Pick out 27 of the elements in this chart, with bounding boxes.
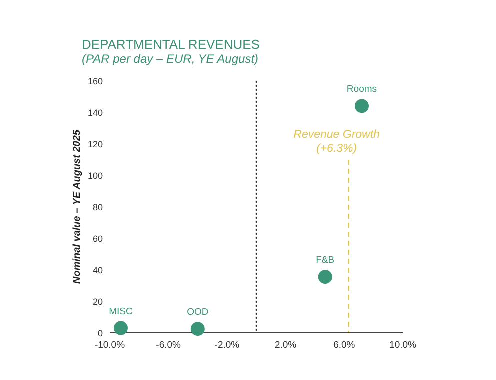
x-tick-label: 6.0% <box>334 340 356 351</box>
annotation: Rooms <box>346 84 378 96</box>
y-tick-label: 160 <box>88 76 103 86</box>
x-tick-label: -10.0% <box>94 340 126 351</box>
x-tick-label: 2.0% <box>274 340 298 351</box>
x-tick-label: 10.0% <box>390 340 418 351</box>
y-tick-label: 120 <box>88 140 103 150</box>
y-tick-label: 0 <box>98 328 103 338</box>
annotation: MISC <box>109 306 133 318</box>
ref-line-label: Revenue Growth (+6.3%) <box>294 129 380 155</box>
x-tick-label: -2.0% <box>214 340 240 351</box>
chart-title: DEPARTMENTAL REVENUES <box>82 37 260 52</box>
y-tick-label: 80 <box>92 202 103 212</box>
annotation: F&B <box>316 255 335 266</box>
point <box>354 99 369 114</box>
point <box>318 270 332 284</box>
point <box>190 322 205 336</box>
chart-subtitle: (PAR per day – EUR, YE August) <box>82 52 259 66</box>
y-tick-label: 140 <box>88 108 103 118</box>
y-axis-title: Nominal value – YE August 2025 <box>72 130 83 284</box>
point <box>114 321 128 336</box>
y-tick-label: 40 <box>92 266 103 276</box>
y-tick-label: 100 <box>88 171 103 181</box>
y-tick-label: 60 <box>92 234 103 244</box>
x-tick-label: -6.0% <box>156 340 182 351</box>
y-tick-label: 20 <box>92 297 103 307</box>
annotation: OOD <box>187 307 209 318</box>
